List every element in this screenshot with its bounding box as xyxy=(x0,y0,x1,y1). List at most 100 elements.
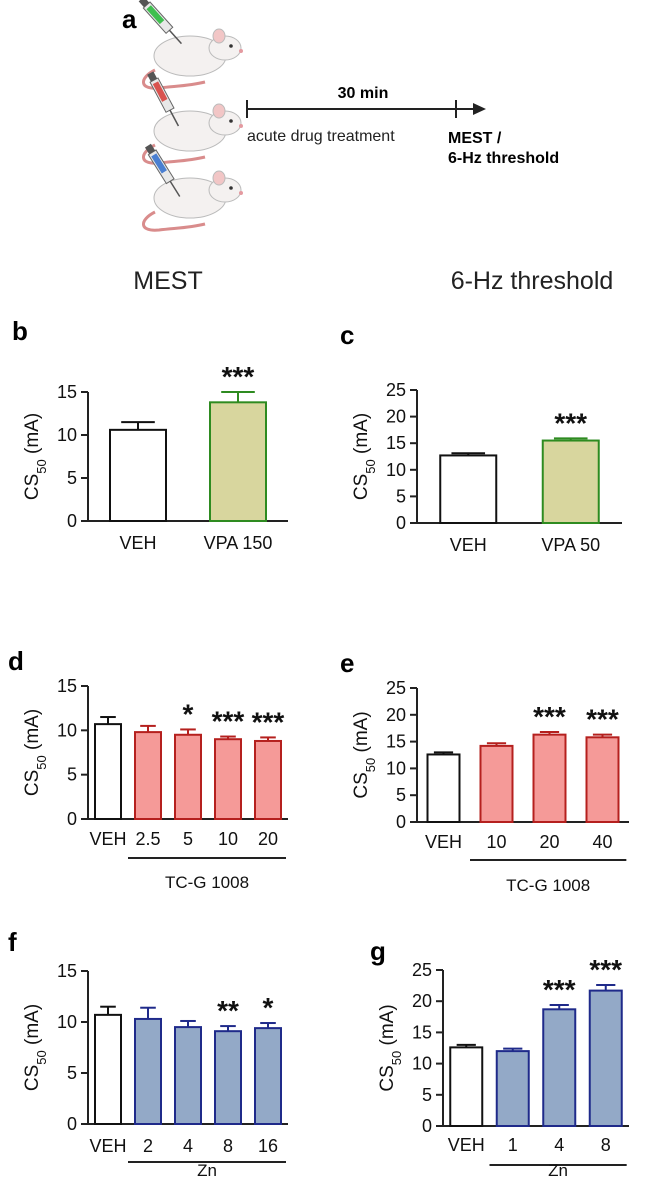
x-tick-label: 10 xyxy=(486,832,506,852)
panel-letter-c: c xyxy=(340,320,354,350)
bar-4 xyxy=(542,1008,577,1128)
y-axis-label: CS50 (mA) xyxy=(351,413,378,500)
significance-marker: *** xyxy=(586,704,619,735)
x-tick-label: VPA 150 xyxy=(204,533,273,553)
bar-8 xyxy=(588,989,623,1127)
x-tick-label: VEH xyxy=(450,535,487,555)
x-tick-label: 10 xyxy=(218,829,238,849)
y-tick-label: 15 xyxy=(412,1022,432,1042)
bar-20 xyxy=(532,733,567,824)
y-tick-label: 15 xyxy=(57,382,77,402)
chart-panel-b: b CS50 (mA) 0 5 10 15 VEH *** VPA 150 xyxy=(12,316,288,553)
bar-10 xyxy=(214,738,242,821)
y-tick-label: 0 xyxy=(67,809,77,829)
y-tick-label: 5 xyxy=(396,486,406,506)
y-axis-label: CS50 (mA) xyxy=(22,413,49,500)
mouse-illustration xyxy=(142,170,243,232)
y-tick-label: 0 xyxy=(396,513,406,533)
bar-5 xyxy=(174,733,202,820)
bar-veh xyxy=(94,1013,122,1125)
x-tick-label: 8 xyxy=(223,1136,233,1156)
y-tick-label: 25 xyxy=(386,678,406,698)
chart-panel-e: e CS50 (mA) 0 5 10 15 20 25 VEH 10 *** 20 *** 40 TC-G … xyxy=(340,648,629,895)
y-tick-label: 15 xyxy=(386,732,406,752)
y-tick-label: 25 xyxy=(386,380,406,400)
y-tick-label: 0 xyxy=(422,1116,432,1136)
syringe-fill xyxy=(151,153,167,174)
y-axis-label: CS50 (mA) xyxy=(351,711,378,798)
y-axis-label-main: CS xyxy=(351,772,372,798)
x-tick-label: VEH xyxy=(425,832,462,852)
x-tick-label: VEH xyxy=(89,1136,126,1156)
chart-panel-d: d CS50 (mA) 0 5 10 15 VEH 2.5 * 5 *** 10 *** 20 TC-G 1… xyxy=(8,646,288,892)
bar-vpa-50 xyxy=(541,439,600,525)
bar-1 xyxy=(495,1050,530,1127)
syringe-icon xyxy=(144,143,181,197)
panel-letter-e: e xyxy=(340,648,354,678)
mouse-illustration xyxy=(142,28,243,90)
significance-marker: *** xyxy=(533,701,566,732)
group-label: Zn xyxy=(197,1161,217,1178)
group-label: TC-G 1008 xyxy=(506,876,590,895)
significance-marker: *** xyxy=(212,706,245,737)
significance-marker: ** xyxy=(217,995,239,1026)
y-tick-label: 20 xyxy=(386,407,406,427)
y-tick-label: 5 xyxy=(67,468,77,488)
y-axis-label-main: CS xyxy=(377,1065,398,1091)
y-tick-label: 0 xyxy=(396,812,406,832)
bar-veh xyxy=(449,1046,484,1127)
syringe-icon xyxy=(147,71,180,127)
y-axis-label-main: CS xyxy=(22,1065,43,1091)
x-tick-label: 20 xyxy=(258,829,278,849)
bar-2 xyxy=(134,1017,162,1125)
y-axis-label-sub: 50 xyxy=(363,758,378,772)
bar-20 xyxy=(254,739,282,820)
y-tick-label: 0 xyxy=(67,1114,77,1134)
syringe-fill xyxy=(152,81,168,102)
bar-16 xyxy=(254,1027,282,1125)
y-axis-label-sub: 50 xyxy=(34,1050,49,1064)
significance-marker: *** xyxy=(222,361,255,392)
bar-veh xyxy=(94,723,122,820)
bar-veh xyxy=(426,753,461,823)
significance-marker: *** xyxy=(589,954,622,985)
bar-veh xyxy=(109,428,167,522)
y-tick-label: 10 xyxy=(57,1012,77,1032)
significance-marker: *** xyxy=(554,407,587,438)
group-label: TC-G 1008 xyxy=(165,873,249,892)
x-tick-label: 2 xyxy=(143,1136,153,1156)
y-axis-label-unit: (mA) xyxy=(351,711,372,757)
mouse-illustration xyxy=(142,103,243,165)
x-tick-label: VPA 50 xyxy=(541,535,600,555)
bar-40 xyxy=(585,736,620,824)
y-axis-label-main: CS xyxy=(351,474,372,500)
y-axis-label-unit: (mA) xyxy=(22,413,43,459)
timeline-arrow-icon xyxy=(473,103,486,115)
y-tick-label: 10 xyxy=(386,460,406,480)
y-axis-label: CS50 (mA) xyxy=(22,1004,49,1091)
timeline-end-label-1: MEST / xyxy=(448,130,502,147)
y-tick-label: 15 xyxy=(57,676,77,696)
y-tick-label: 25 xyxy=(412,960,432,980)
significance-marker: * xyxy=(183,698,194,729)
panel-letter-d: d xyxy=(8,646,24,676)
bar-8 xyxy=(214,1030,242,1126)
bar-2.5 xyxy=(134,731,162,821)
y-axis-label-main: CS xyxy=(22,770,43,796)
y-tick-label: 15 xyxy=(386,433,406,453)
y-tick-label: 10 xyxy=(412,1054,432,1074)
y-tick-label: 20 xyxy=(386,705,406,725)
y-tick-label: 5 xyxy=(422,1085,432,1105)
chart-panel-g: g CS50 (mA) 0 5 10 15 20 25 VEH 1 *** 4 *** 8 Zn xyxy=(370,936,629,1180)
y-axis-label-unit: (mA) xyxy=(22,1004,43,1050)
section-header-mest: MEST xyxy=(133,267,202,295)
bar-10 xyxy=(479,744,514,823)
x-tick-label: VEH xyxy=(119,533,156,553)
y-axis-label-sub: 50 xyxy=(389,1051,404,1065)
syringe-icon xyxy=(138,0,183,45)
group-label: Zn xyxy=(548,1161,568,1178)
y-tick-label: 5 xyxy=(67,1063,77,1083)
x-tick-label: 2.5 xyxy=(135,829,160,849)
